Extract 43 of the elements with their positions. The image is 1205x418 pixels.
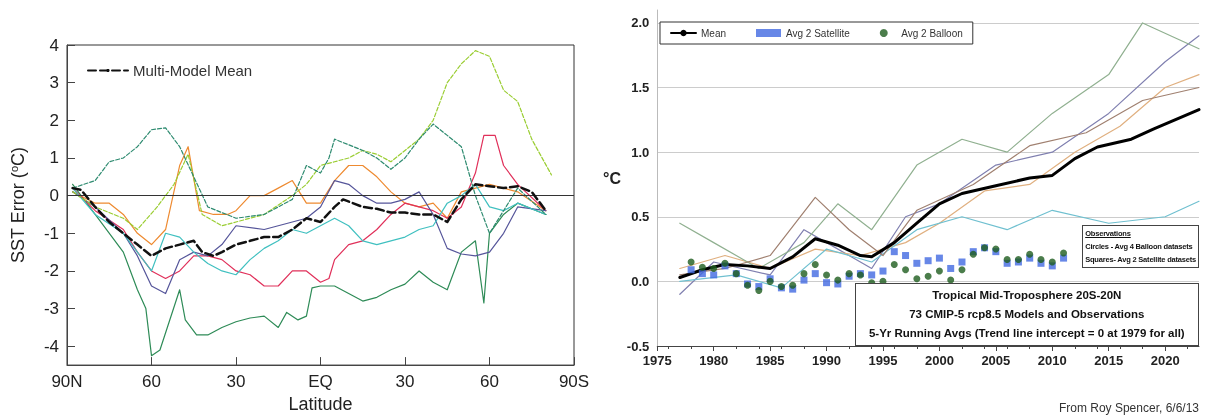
x-tick-label: 60 (142, 372, 161, 392)
x-tick-label: 2015 (1094, 353, 1124, 368)
text: From Roy Spencer, 6/6/13 (1058, 401, 1200, 415)
legend-label: Mean (701, 27, 727, 39)
x-tick-label: 2005 (981, 353, 1011, 368)
annotation: 73 CMIP-5 rcp8.5 Models and Observations (908, 307, 1146, 322)
y-tick-label: 2.0 (631, 15, 650, 31)
x-tick-label: 30 (226, 372, 246, 392)
x-tick-label: 90S (558, 372, 590, 392)
y-tick-label: 4 (49, 35, 59, 55)
x-tick-label: EQ (308, 372, 333, 392)
x-tick-label: 1995 (868, 353, 898, 368)
x-tick-label: 30 (395, 372, 415, 392)
x-tick-label: 1980 (699, 353, 729, 368)
x-tick-label: 2020 (1150, 353, 1180, 368)
x-axis-title: Latitude (288, 394, 353, 414)
y-tick-label: 1.0 (631, 144, 650, 160)
y-tick-label: 3 (49, 73, 59, 93)
annotation: Tropical Mid-Troposphere 20S-20N (931, 288, 1123, 303)
y-tick-label: 1 (49, 148, 59, 168)
x-tick-label: 1985 (755, 353, 785, 368)
y-tick-label: 0.0 (631, 273, 650, 289)
x-tick-label: 1975 (642, 353, 672, 368)
y-tick-label: 2 (49, 110, 59, 130)
x-tick-label: 2010 (1037, 353, 1067, 368)
y-tick-label: 0.5 (631, 209, 650, 225)
x-tick-label: 60 (480, 372, 499, 392)
legend-label: Multi-Model Mean (133, 62, 253, 79)
y-tick-label: 1.5 (631, 80, 650, 96)
y-tick-label: -4 (43, 336, 59, 356)
legend-label: Avg 2 Balloon (901, 27, 963, 39)
legend-label: Avg 2 Satellite (786, 27, 851, 39)
y-axis-title: °C (603, 169, 622, 187)
y-tick-label: -3 (43, 299, 59, 319)
y-tick-label: -0.5 (626, 338, 650, 354)
x-tick-label: 1990 (812, 353, 842, 368)
x-tick-label: 90N (51, 372, 83, 392)
y-tick-label: -2 (43, 261, 59, 281)
y-tick-label: -1 (43, 223, 59, 243)
x-tick-label: 2000 (924, 353, 954, 368)
y-axis-title: SST Error (oC) (7, 146, 28, 263)
annotation: 5-Yr Running Avgs (Trend line intercept = 0 at 1979 for all) (867, 326, 1186, 341)
y-tick-label: 0 (49, 186, 59, 206)
